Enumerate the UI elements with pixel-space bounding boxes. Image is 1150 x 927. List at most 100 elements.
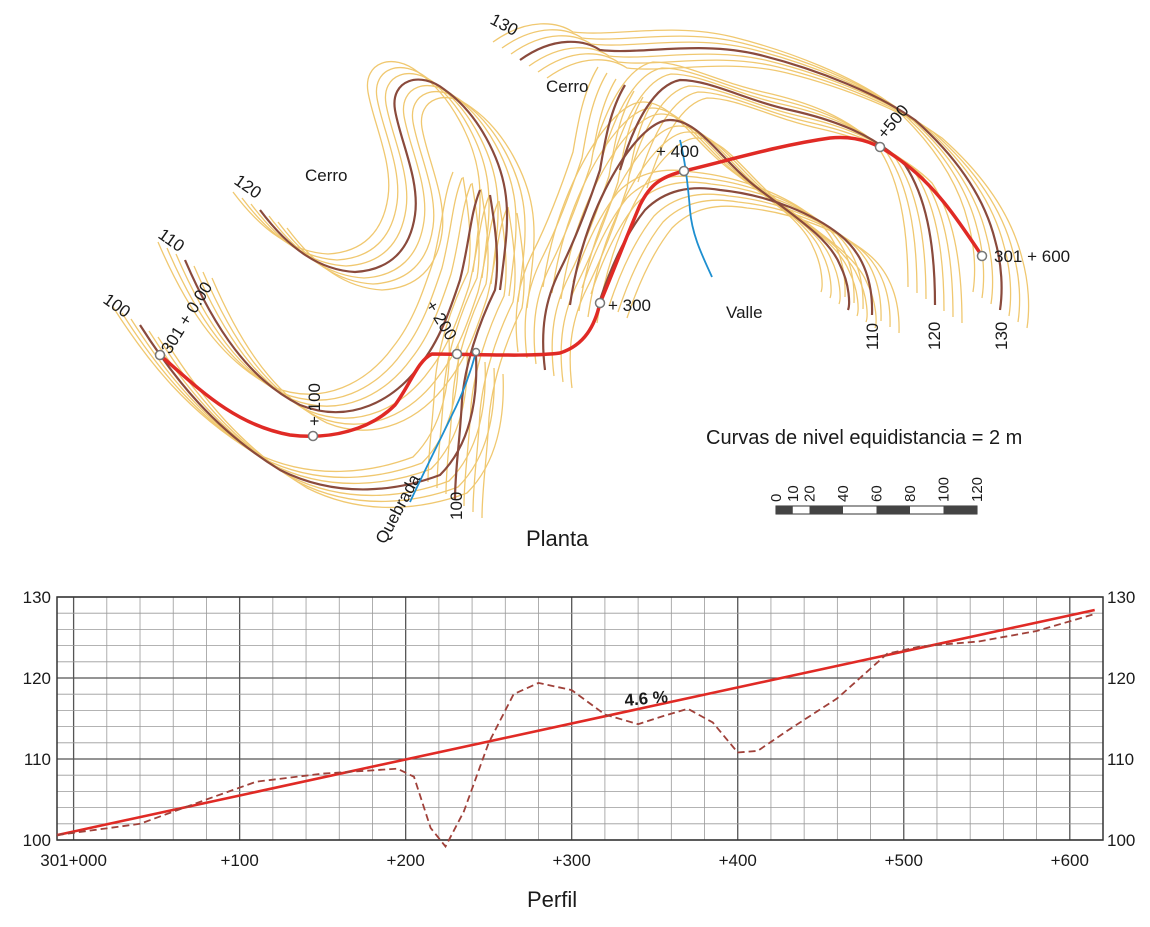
- x-tick-label: +600: [1051, 851, 1089, 870]
- minor-contour-line: [592, 61, 909, 288]
- station-dot-500: [874, 141, 886, 153]
- minor-contour-line: [551, 90, 635, 377]
- minor-contour-line: [166, 342, 504, 509]
- scale-bar-tick-label: 0: [768, 494, 785, 502]
- contour-label-130-top: 130: [487, 10, 521, 40]
- minor-contour-line: [175, 183, 472, 407]
- y-tick-label-left: 130: [23, 588, 51, 607]
- profile-title: Perfil: [527, 887, 577, 912]
- y-tick-label-left: 120: [23, 669, 51, 688]
- contour-label-120-left: 120: [231, 171, 265, 203]
- minor-contour-line: [533, 78, 617, 365]
- minor-contour-line: [250, 73, 499, 285]
- y-tick-label-left: 100: [23, 831, 51, 850]
- minor-contour-line: [148, 330, 486, 497]
- minor-contour-line: [528, 47, 1012, 317]
- profile-frame: [56, 596, 1104, 841]
- minor-contour-line: [626, 205, 900, 334]
- station-dot-100: [307, 430, 319, 442]
- contour-centre-valley: [568, 118, 851, 311]
- label-cerro-left: Cerro: [305, 166, 348, 185]
- minor-contour-line: [157, 171, 454, 395]
- major-contours: [139, 40, 1003, 501]
- station-label-300: + 300: [608, 296, 651, 315]
- minor-contour-line: [617, 199, 891, 328]
- scale-bar-segment: [943, 506, 977, 514]
- contour-label-110-left: 110: [155, 225, 188, 256]
- minor-contour-line: [277, 91, 526, 303]
- x-tick-label: +200: [387, 851, 425, 870]
- scale-bar-segment: [776, 506, 793, 514]
- minor-contour-line: [481, 212, 525, 519]
- minor-contour-line: [232, 61, 481, 273]
- station-label-600: 301 + 600: [994, 247, 1070, 266]
- y-tick-label-right: 110: [1107, 750, 1134, 769]
- station-label-400: + 400: [656, 142, 699, 161]
- minor-contour-line: [268, 85, 517, 297]
- minor-contour-line: [610, 73, 927, 300]
- label-cerro-top: Cerro: [546, 77, 589, 96]
- minor-contour-line: [524, 72, 608, 359]
- x-tick-label: 301+000: [40, 851, 107, 870]
- station-dot-400: [678, 165, 690, 177]
- minor-contour-line: [581, 175, 855, 304]
- contour-label-120-right: 120: [925, 322, 944, 350]
- plan-title: Planta: [526, 526, 589, 551]
- profile-series: [56, 608, 1095, 849]
- grade-label: 4.6 %: [624, 687, 669, 710]
- y-tick-label-left: 110: [24, 750, 51, 769]
- minor-contour-line: [501, 29, 985, 299]
- contour-label-100-left: 100: [100, 290, 134, 322]
- contour-label-130-right: 130: [992, 322, 1011, 350]
- scale-bar-tick-label: 20: [802, 485, 819, 502]
- station-markers: [154, 141, 988, 442]
- contour-130-right: [519, 40, 1003, 311]
- station-label-500: +500: [874, 101, 913, 143]
- x-tick-label: +400: [719, 851, 757, 870]
- scale-bar-segment: [876, 506, 910, 514]
- minor-contour-line: [601, 67, 918, 294]
- profile-axis-labels: 100 100 110 110 120 120 130 130 301+000 +100 +200 +…: [23, 588, 1136, 870]
- valle-stream: [679, 139, 713, 278]
- contour-120-left: [259, 78, 509, 291]
- minor-contour-line: [551, 107, 832, 299]
- minor-contour-line: [492, 23, 976, 293]
- minor-contour-line: [608, 193, 882, 322]
- minor-contour-line: [241, 67, 490, 279]
- quebrada-stream: [409, 351, 477, 503]
- minor-contour-line: [515, 66, 599, 353]
- minor-contour-line: [596, 137, 877, 329]
- scale-bar-tick-label: 40: [835, 485, 852, 502]
- minor-contour-line: [112, 306, 450, 473]
- minor-contour-line: [546, 59, 1030, 329]
- scale-bar-tick-label: 10: [785, 485, 802, 502]
- x-tick-label: +500: [885, 851, 923, 870]
- minor-contours: [112, 23, 1030, 519]
- minor-contour-line: [472, 206, 516, 513]
- contour-label-110-right: 110: [863, 323, 882, 350]
- contour-label-100-bottom: 100: [447, 492, 466, 520]
- equidistance-note: Curvas de nivel equidistancia = 2 m: [706, 427, 1022, 449]
- y-tick-label-right: 100: [1107, 831, 1135, 850]
- minor-contour-line: [166, 177, 463, 401]
- contour-120-right: [618, 78, 937, 306]
- minor-contour-line: [537, 53, 1021, 323]
- minor-contour-line: [646, 97, 963, 324]
- minor-contour-line: [436, 182, 480, 489]
- minor-contour-line: [157, 336, 495, 503]
- y-tick-label-right: 130: [1107, 588, 1135, 607]
- minor-contour-line: [628, 85, 945, 312]
- station-dot-300: [594, 297, 606, 309]
- minor-contour-line: [542, 101, 823, 293]
- minor-contour-line: [637, 91, 954, 318]
- minor-contour-line: [560, 96, 644, 383]
- scale-bar-tick-label: 120: [969, 477, 986, 502]
- contour-100-bottom: [453, 194, 499, 501]
- station-label-100: + 100: [305, 383, 324, 426]
- x-tick-label: +300: [553, 851, 591, 870]
- scale-bar-tick-label: 80: [902, 485, 919, 502]
- x-tick-label: +100: [220, 851, 258, 870]
- profile-chart: 100 100 110 110 120 120 130 130 301+000 +100 +200 +…: [23, 588, 1136, 912]
- label-valle: Valle: [726, 303, 763, 322]
